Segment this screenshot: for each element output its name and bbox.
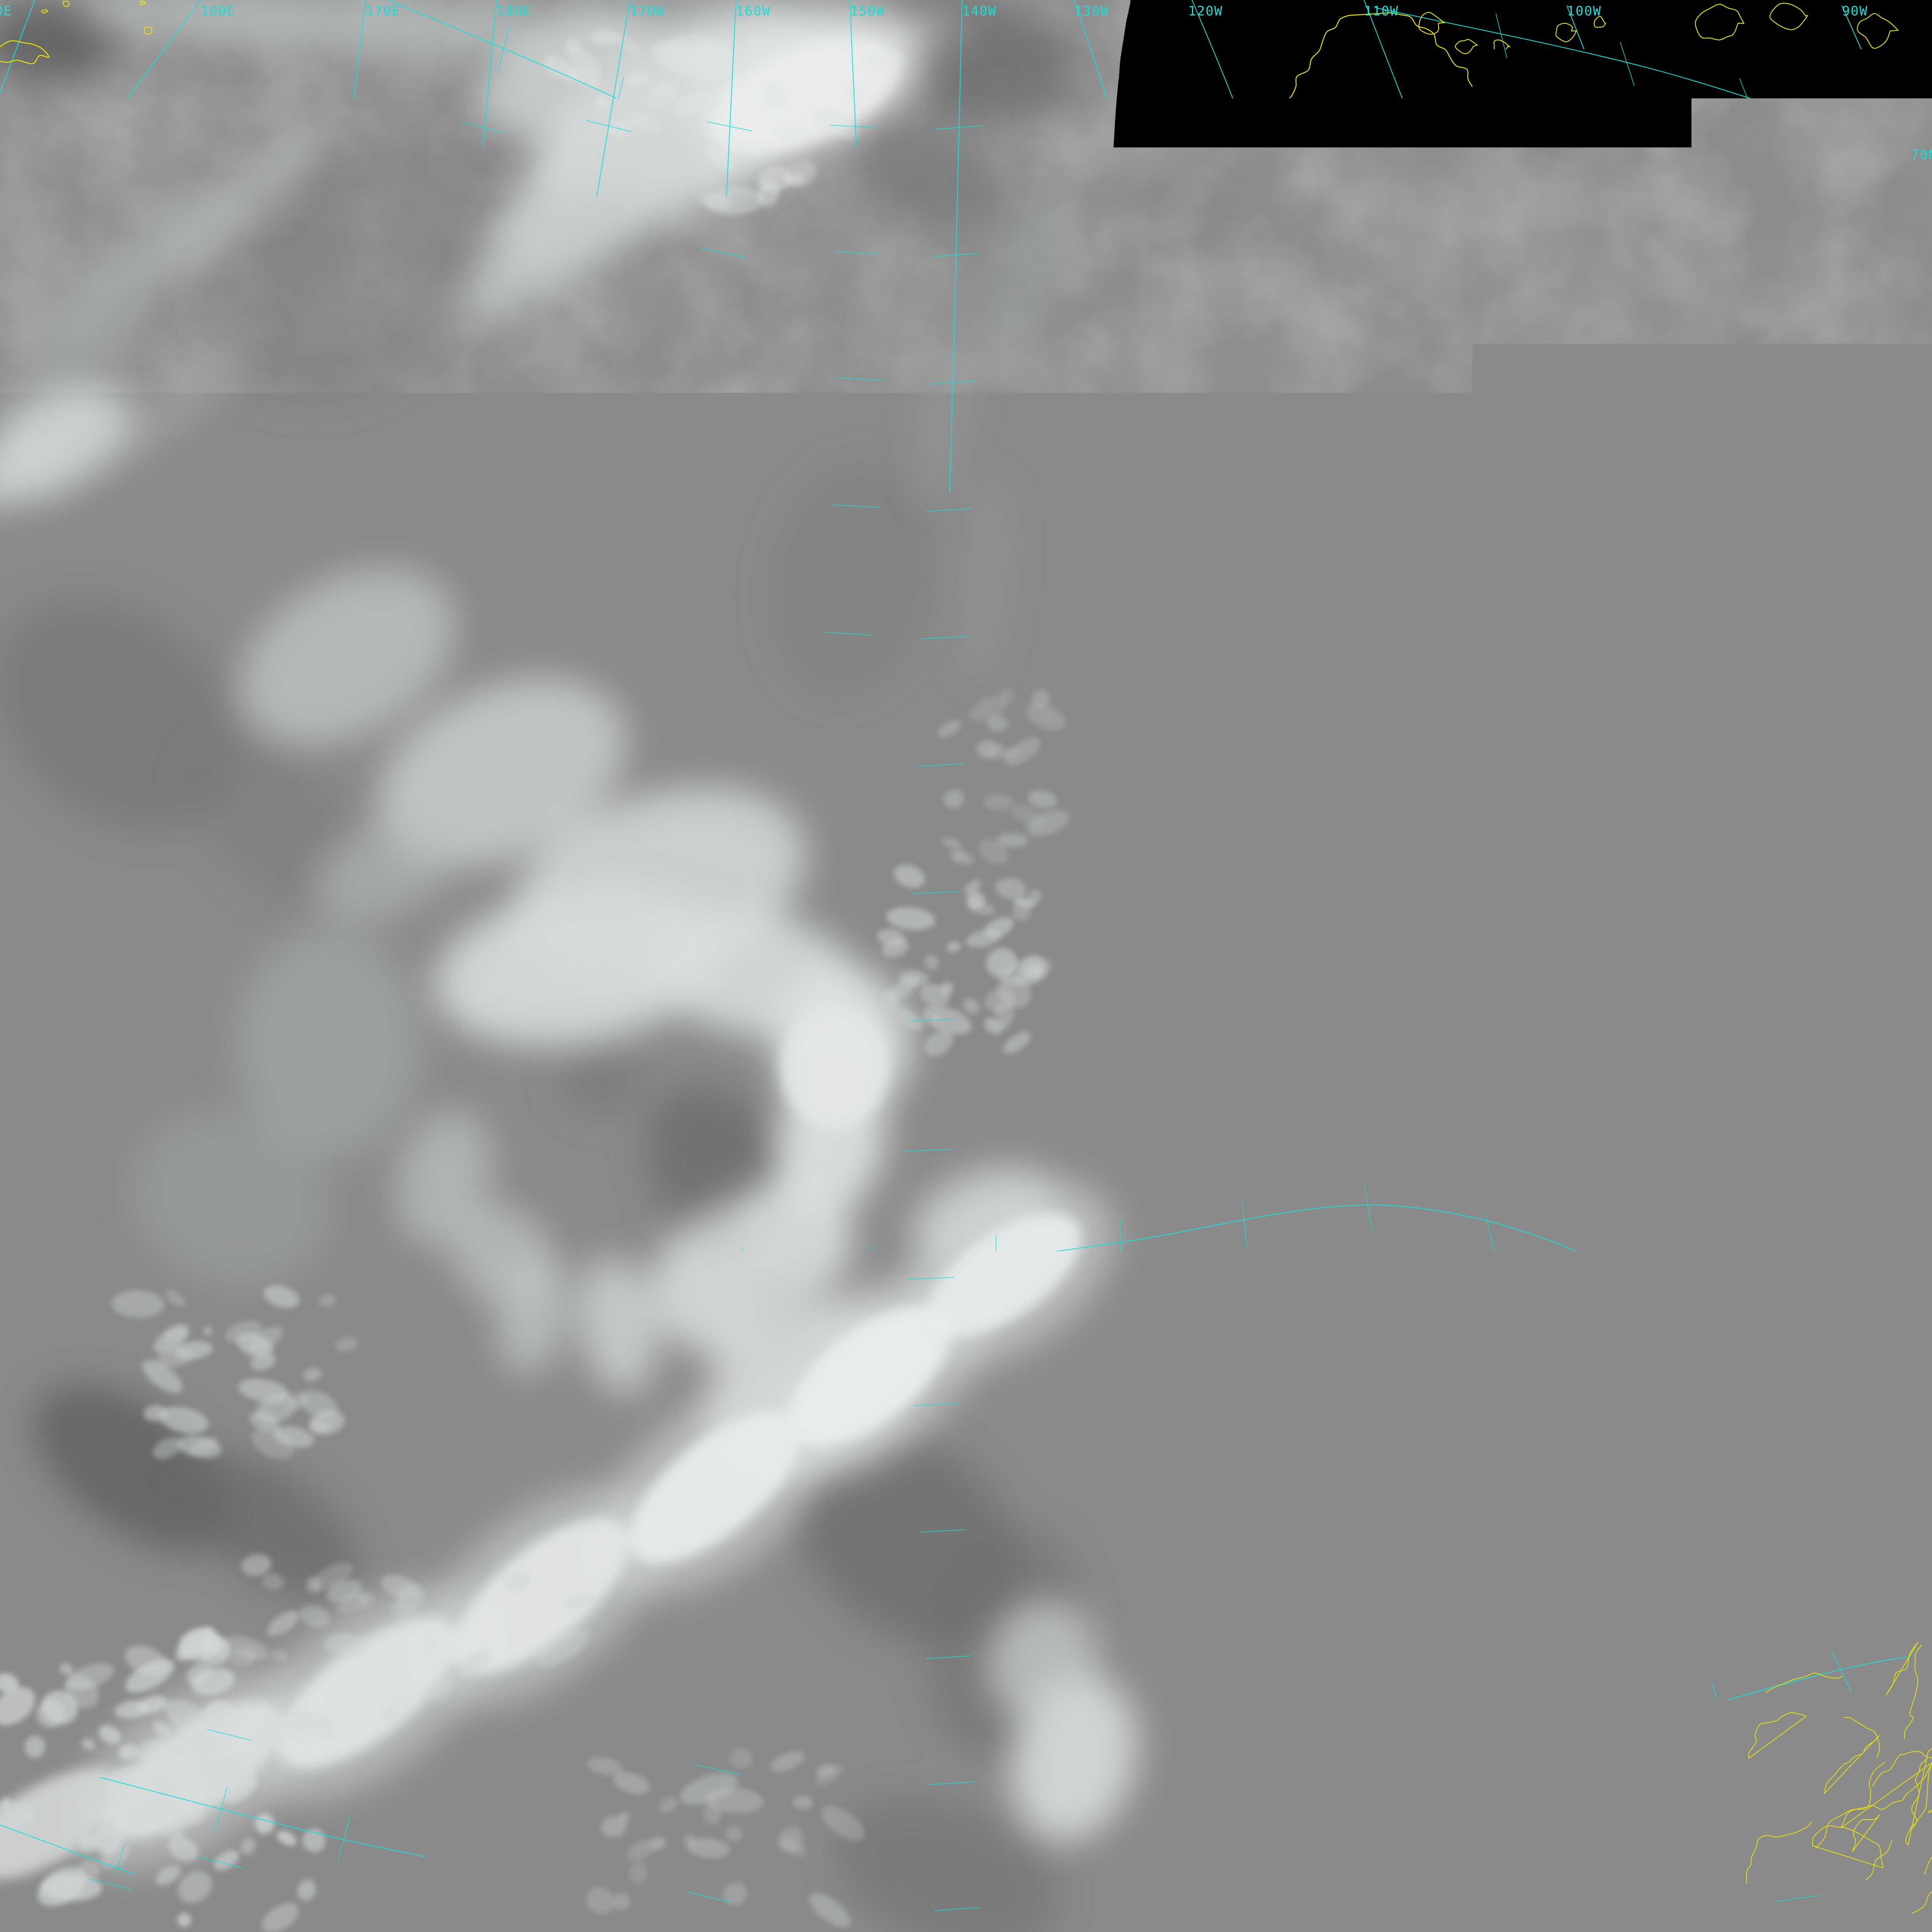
satellite-image: 150E 160E 170E 180E 170W 160W 150W 140W 130W 120W… xyxy=(0,0,1932,1932)
graticule-label: 100W xyxy=(1567,3,1602,19)
satellite-swath-canvas: 150E 160E 170E 180E 170W 160W 150W 140W 130W 120W… xyxy=(0,0,1932,1932)
graticule-label: 150W xyxy=(692,1915,726,1931)
graticule-label: 180E xyxy=(497,3,531,19)
graticule-label: 110W xyxy=(1364,3,1399,19)
graticule-label: 130W xyxy=(1074,3,1109,19)
graticule-label: 140W xyxy=(939,1915,974,1931)
graticule-label: 170W xyxy=(193,1915,228,1931)
graticule-label: 140W xyxy=(962,3,997,19)
graticule-label: 90W xyxy=(1842,3,1868,19)
graticule-label: 150E xyxy=(0,3,12,19)
graticule-label: 130W xyxy=(1789,1915,1824,1931)
graticule-label: 150W xyxy=(850,3,885,19)
graticule-label: 60N xyxy=(2,1811,28,1827)
graticule-label: 70N xyxy=(1911,147,1932,163)
graticule-label: 170W xyxy=(630,3,665,19)
graticule-label: 120W xyxy=(1188,3,1223,19)
graticule-label: 170E xyxy=(366,3,401,19)
graticule-label: 160W xyxy=(583,1915,618,1931)
night-terminator-region xyxy=(1058,0,1932,1932)
graticule-label: 160E xyxy=(201,3,236,19)
graticule-label: 160W xyxy=(736,3,771,19)
